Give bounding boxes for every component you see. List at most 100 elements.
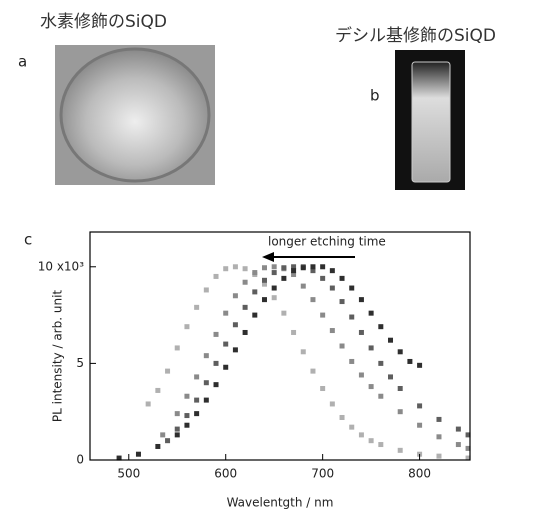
photo-a	[55, 45, 215, 185]
arrow-head	[262, 252, 274, 262]
point	[223, 342, 228, 347]
point	[160, 432, 165, 437]
point	[146, 401, 151, 406]
point	[359, 297, 364, 302]
point	[194, 305, 199, 310]
photo-b	[395, 50, 465, 190]
point	[417, 423, 422, 428]
point	[281, 276, 286, 281]
x-tick-label: 600	[214, 467, 237, 481]
point	[349, 315, 354, 320]
point	[272, 295, 277, 300]
panel-title: 水素修飾のSiQD	[40, 12, 167, 32]
point	[233, 347, 238, 352]
point	[194, 411, 199, 416]
point	[281, 265, 286, 270]
point	[378, 394, 383, 399]
point	[194, 374, 199, 379]
x-axis-label: Wavelentgth / nm	[227, 496, 334, 510]
point	[398, 386, 403, 391]
point	[378, 442, 383, 447]
x-tick-label: 500	[117, 467, 140, 481]
point	[369, 384, 374, 389]
point	[252, 313, 257, 318]
point	[436, 417, 441, 422]
point	[184, 394, 189, 399]
point	[310, 297, 315, 302]
point	[388, 338, 393, 343]
point	[243, 330, 248, 335]
point	[330, 401, 335, 406]
point	[398, 448, 403, 453]
point	[417, 363, 422, 368]
panel-label: a	[18, 53, 27, 71]
x-tick-label: 800	[408, 467, 431, 481]
point	[243, 305, 248, 310]
point	[204, 380, 209, 385]
point	[165, 369, 170, 374]
panel-title: デシル基修飾のSiQD	[335, 25, 496, 46]
point	[310, 264, 315, 269]
point	[330, 328, 335, 333]
point	[233, 293, 238, 298]
point	[136, 452, 141, 457]
point	[214, 361, 219, 366]
point	[369, 311, 374, 316]
point	[155, 444, 160, 449]
point	[184, 413, 189, 418]
point	[233, 264, 238, 269]
point	[369, 345, 374, 350]
plot-frame	[90, 232, 470, 460]
point	[204, 353, 209, 358]
point	[320, 264, 325, 269]
point	[194, 398, 199, 403]
point	[330, 286, 335, 291]
point	[456, 442, 461, 447]
annotation: longer etching time	[268, 235, 386, 249]
y-tick-label: 0	[76, 453, 84, 467]
point	[272, 264, 277, 269]
point	[155, 388, 160, 393]
point	[378, 361, 383, 366]
point	[359, 330, 364, 335]
point	[272, 286, 277, 291]
point	[252, 270, 257, 275]
point	[349, 359, 354, 364]
point	[320, 313, 325, 318]
point	[340, 415, 345, 420]
point	[262, 297, 267, 302]
point	[175, 411, 180, 416]
point	[301, 265, 306, 270]
point	[223, 266, 228, 271]
point	[243, 280, 248, 285]
point	[175, 432, 180, 437]
point	[320, 386, 325, 391]
point	[184, 423, 189, 428]
point	[204, 398, 209, 403]
point	[281, 311, 286, 316]
point	[233, 322, 238, 327]
point	[340, 276, 345, 281]
point	[262, 265, 267, 270]
point	[310, 369, 315, 374]
point	[223, 311, 228, 316]
point	[398, 409, 403, 414]
point	[436, 434, 441, 439]
point	[378, 324, 383, 329]
point	[252, 289, 257, 294]
y-axis-label: PL intensity / arb. unit	[51, 290, 65, 423]
point	[417, 403, 422, 408]
point	[291, 268, 296, 273]
point	[214, 332, 219, 337]
point	[291, 330, 296, 335]
point	[330, 268, 335, 273]
point	[456, 427, 461, 432]
panel-label: b	[370, 87, 380, 105]
point	[349, 425, 354, 430]
point	[243, 266, 248, 271]
point	[359, 432, 364, 437]
y-tick-label: 10 x10³	[38, 259, 84, 273]
point	[175, 427, 180, 432]
point	[388, 374, 393, 379]
